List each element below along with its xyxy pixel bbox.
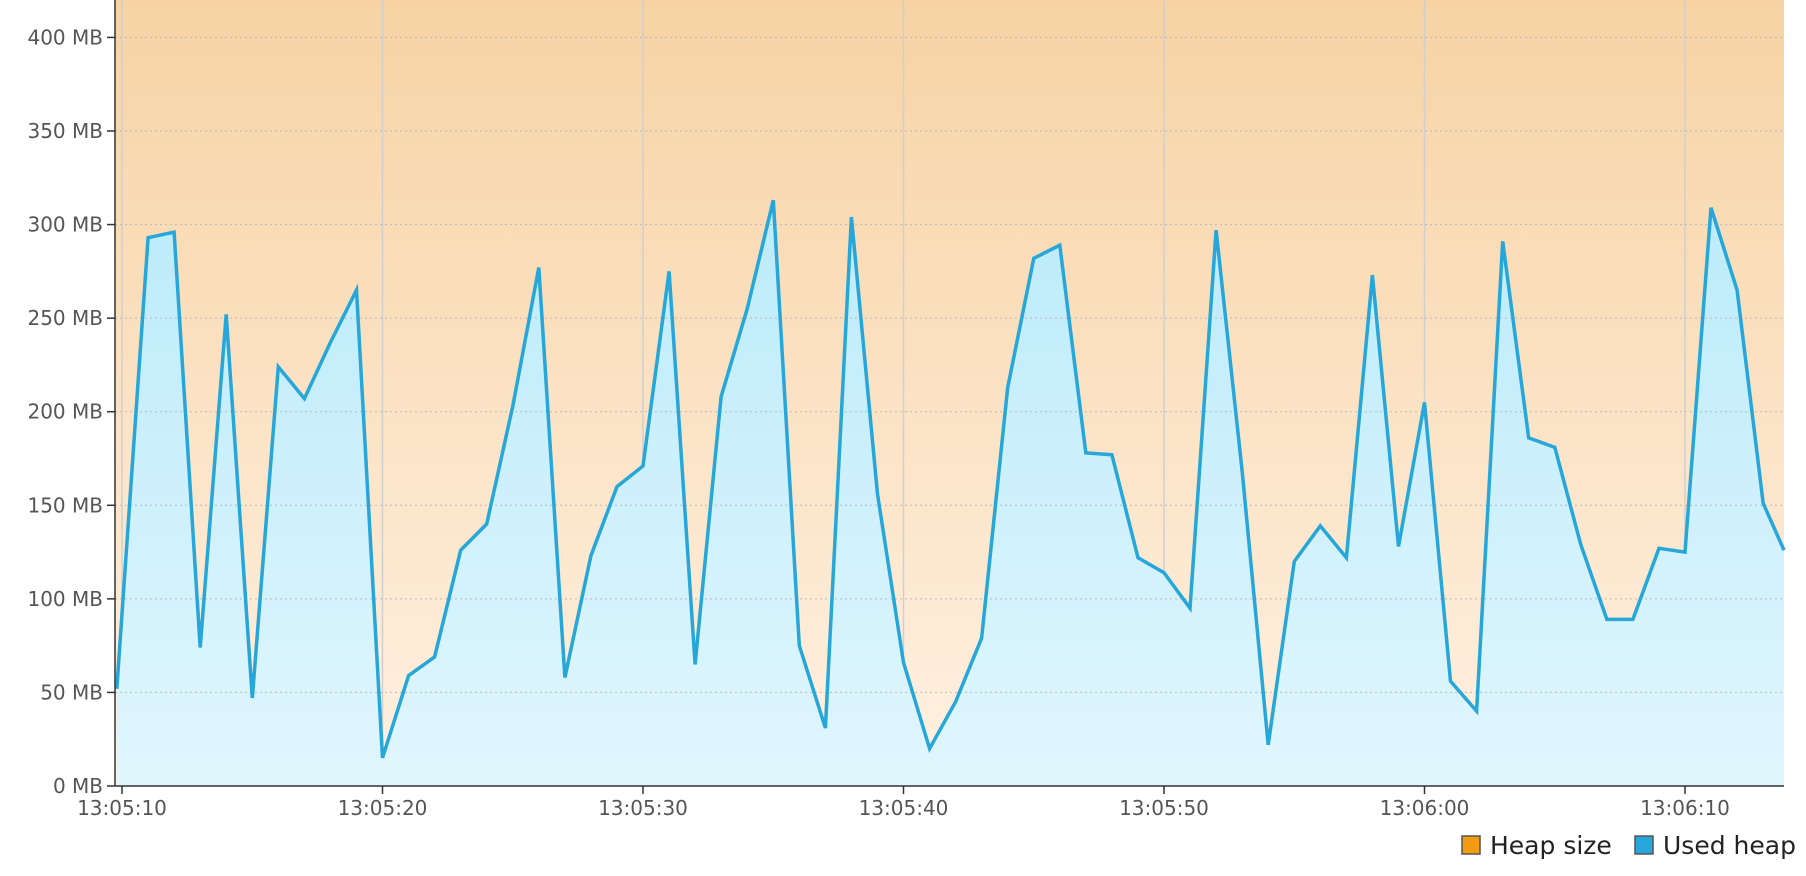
legend-label-used-heap: Used heap bbox=[1663, 831, 1796, 860]
y-tick-label: 300 MB bbox=[27, 213, 103, 237]
legend: Heap size Used heap bbox=[1461, 831, 1796, 860]
horizontal-gridlines bbox=[115, 36, 1784, 693]
legend-label-heap-size: Heap size bbox=[1490, 831, 1612, 860]
y-tick-label: 400 MB bbox=[27, 25, 103, 49]
x-tick-label: 13:05:40 bbox=[859, 796, 949, 820]
x-axis: 13:05:10 13:05:20 13:05:30 13:05:40 13:05:50… bbox=[77, 786, 1730, 820]
y-tick-label: 0 MB bbox=[53, 774, 103, 798]
x-tick-label: 13:06:00 bbox=[1380, 796, 1470, 820]
used-heap-line bbox=[115, 199, 1786, 759]
y-tick-label: 100 MB bbox=[27, 587, 103, 611]
y-axis: 0 MB 50 MB 100 MB 150 MB 200 MB 250 MB 300 MB 3… bbox=[27, 25, 115, 798]
x-tick-label: 13:06:10 bbox=[1640, 796, 1730, 820]
y-tick-label: 50 MB bbox=[40, 680, 103, 704]
legend-swatch-heap-size bbox=[1461, 835, 1481, 855]
x-tick-label: 13:05:10 bbox=[77, 796, 167, 820]
x-tick-label: 13:05:20 bbox=[338, 796, 428, 820]
y-tick-label: 200 MB bbox=[27, 400, 103, 424]
y-tick-label: 150 MB bbox=[27, 493, 103, 517]
y-tick-label: 350 MB bbox=[27, 119, 103, 143]
y-tick-label: 250 MB bbox=[27, 306, 103, 330]
x-tick-label: 13:05:30 bbox=[598, 796, 688, 820]
legend-swatch-used-heap bbox=[1634, 835, 1654, 855]
x-tick-label: 13:05:50 bbox=[1119, 796, 1209, 820]
